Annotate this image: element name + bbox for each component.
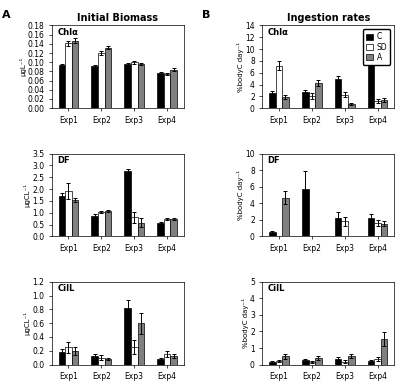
Bar (269, 232, 276, 236)
Bar (341, 221, 348, 236)
Bar (315, 358, 322, 365)
Bar (335, 359, 341, 365)
Bar (58, 196, 65, 236)
Bar (368, 218, 374, 236)
Bar (72, 351, 78, 365)
Bar (341, 361, 348, 365)
Bar (138, 323, 144, 365)
Bar (381, 224, 388, 236)
Bar (138, 64, 144, 108)
Bar (157, 73, 164, 108)
Text: DF: DF (57, 156, 70, 165)
Text: CilL: CilL (57, 284, 75, 293)
Y-axis label: %bodyC day⁻¹: %bodyC day⁻¹ (237, 42, 244, 92)
Bar (164, 354, 170, 365)
Bar (335, 218, 341, 236)
Bar (92, 66, 98, 108)
Bar (276, 65, 282, 108)
Bar (124, 64, 131, 108)
Bar (164, 219, 170, 236)
Legend: C, SD, A: C, SD, A (363, 29, 390, 65)
Bar (65, 191, 72, 236)
Bar (98, 212, 105, 236)
Bar (124, 308, 131, 365)
Title: Initial Biomass: Initial Biomass (77, 13, 158, 23)
Bar (157, 223, 164, 236)
Y-axis label: %bodyC day⁻¹: %bodyC day⁻¹ (242, 298, 248, 348)
Bar (302, 189, 308, 236)
Bar (105, 47, 111, 108)
Bar (138, 223, 144, 236)
Text: CilL: CilL (268, 284, 285, 293)
Bar (105, 211, 111, 236)
Bar (302, 92, 308, 108)
Bar (72, 200, 78, 236)
Bar (131, 62, 138, 108)
Bar (58, 65, 65, 108)
Bar (341, 94, 348, 108)
Bar (381, 100, 388, 108)
Bar (374, 223, 381, 236)
Bar (98, 358, 105, 365)
Title: Ingestion rates: Ingestion rates (286, 13, 370, 23)
Bar (170, 356, 177, 365)
Bar (105, 359, 111, 365)
Bar (131, 347, 138, 365)
Bar (72, 41, 78, 108)
Bar (170, 219, 177, 236)
Bar (124, 171, 131, 236)
Bar (374, 101, 381, 108)
Bar (269, 93, 276, 108)
Bar (348, 104, 354, 108)
Bar (131, 218, 138, 236)
Bar (92, 216, 98, 236)
Bar (276, 361, 282, 365)
Text: B: B (202, 10, 210, 20)
Y-axis label: µgCL⁻¹: µgCL⁻¹ (24, 311, 31, 335)
Y-axis label: µgCL⁻¹: µgCL⁻¹ (24, 183, 31, 207)
Bar (348, 356, 354, 365)
Bar (282, 356, 289, 365)
Bar (65, 347, 72, 365)
Y-axis label: %bodyC day⁻¹: %bodyC day⁻¹ (237, 170, 244, 220)
Text: A: A (2, 10, 11, 20)
Bar (269, 362, 276, 365)
Bar (368, 42, 374, 108)
Bar (92, 356, 98, 365)
Bar (374, 359, 381, 365)
Bar (164, 74, 170, 108)
Bar (65, 44, 72, 108)
Bar (98, 53, 105, 108)
Bar (282, 198, 289, 236)
Text: Chlα: Chlα (268, 28, 288, 37)
Bar (381, 339, 388, 365)
Bar (308, 362, 315, 365)
Y-axis label: µgL⁻¹: µgL⁻¹ (19, 57, 26, 76)
Bar (315, 83, 322, 108)
Bar (308, 96, 315, 108)
Bar (157, 359, 164, 365)
Bar (368, 361, 374, 365)
Bar (58, 352, 65, 365)
Text: DF: DF (268, 156, 280, 165)
Bar (170, 70, 177, 108)
Text: Chlα: Chlα (57, 28, 78, 37)
Bar (335, 79, 341, 108)
Bar (302, 360, 308, 365)
Bar (282, 97, 289, 108)
